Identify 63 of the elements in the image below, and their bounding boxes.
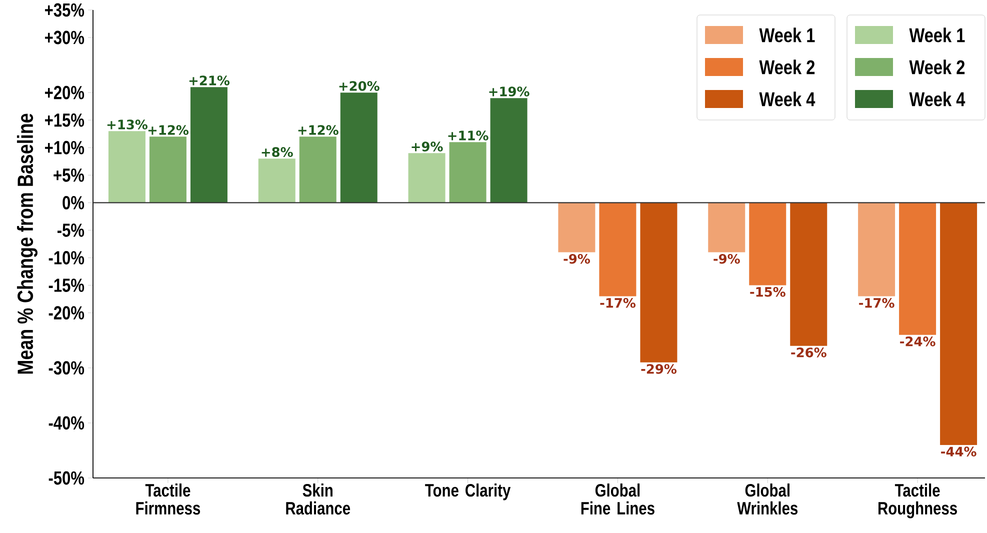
data-label: -44% bbox=[941, 446, 976, 456]
data-label: +12% bbox=[148, 125, 188, 135]
legend-label: Week 2 bbox=[759, 60, 815, 74]
y-tick-label: +5% bbox=[54, 168, 84, 182]
data-label: -9% bbox=[564, 254, 590, 264]
y-tick-label: +10% bbox=[45, 140, 84, 154]
x-tick-label: Tactile Roughness bbox=[878, 484, 957, 518]
y-tick-label: +35% bbox=[45, 3, 84, 17]
bar bbox=[299, 136, 336, 203]
bar bbox=[108, 131, 146, 203]
data-label: -24% bbox=[900, 336, 936, 346]
bar bbox=[599, 202, 636, 296]
x-tick-label: Global Fine Lines bbox=[581, 484, 654, 515]
data-label: -26% bbox=[791, 348, 826, 358]
y-tick-label: +20% bbox=[45, 86, 84, 100]
bar bbox=[490, 98, 528, 203]
bar bbox=[558, 202, 596, 252]
legend-label: Week 1 bbox=[759, 28, 815, 42]
legend-label: Week 1 bbox=[909, 28, 965, 42]
y-tick-label: -10% bbox=[48, 251, 84, 264]
legend-label: Week 4 bbox=[909, 92, 966, 106]
data-label: +12% bbox=[298, 125, 338, 135]
bar bbox=[190, 87, 228, 203]
bar bbox=[408, 153, 446, 203]
y-tick-label: +30% bbox=[45, 30, 84, 44]
y-tick-label: -50% bbox=[48, 471, 84, 485]
bar bbox=[340, 92, 378, 203]
data-label: +9% bbox=[412, 142, 443, 152]
data-label: -17% bbox=[600, 298, 636, 308]
data-label: +21% bbox=[189, 76, 230, 86]
x-tick-label: Tone Clarity bbox=[425, 484, 511, 500]
bar bbox=[940, 202, 978, 445]
bar bbox=[149, 136, 186, 203]
data-label: +11% bbox=[448, 130, 488, 140]
data-label: +19% bbox=[489, 86, 530, 96]
y-tick-label: -5% bbox=[57, 224, 84, 237]
bar bbox=[858, 202, 896, 296]
data-label: -29% bbox=[641, 364, 676, 374]
bar bbox=[640, 202, 678, 362]
bar bbox=[258, 158, 296, 203]
legend-label: Week 2 bbox=[909, 60, 965, 74]
x-tick-label: Tactile Firmness bbox=[136, 484, 200, 515]
data-label: -17% bbox=[859, 298, 894, 308]
data-label: +13% bbox=[107, 120, 148, 130]
y-tick-label: 0% bbox=[62, 196, 84, 210]
y-tick-label: -20% bbox=[48, 306, 84, 320]
bar bbox=[449, 142, 486, 203]
bar bbox=[708, 202, 746, 252]
bar bbox=[749, 202, 786, 286]
y-tick-label: -40% bbox=[48, 416, 84, 430]
bar bbox=[899, 202, 936, 335]
y-tick-label: -15% bbox=[48, 278, 84, 292]
x-tick-label: Global Wrinkles bbox=[737, 484, 798, 515]
legend-label: Week 4 bbox=[759, 92, 816, 106]
bar bbox=[790, 202, 828, 346]
y-tick-label: -30% bbox=[48, 361, 84, 375]
y-tick-label: +15% bbox=[45, 113, 84, 127]
x-tick-label: Skin Radiance bbox=[286, 484, 350, 515]
data-label: +20% bbox=[339, 81, 380, 91]
data-label: -9% bbox=[714, 254, 740, 264]
data-label: +8% bbox=[262, 147, 293, 157]
y-axis-title: Mean % Change from Baseline bbox=[16, 114, 38, 374]
data-label: -15% bbox=[750, 286, 786, 297]
